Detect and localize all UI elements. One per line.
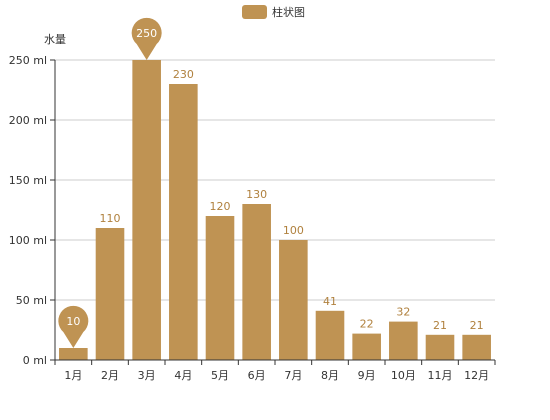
y-tick-label: 100 ml bbox=[9, 234, 47, 247]
x-tick-label: 6月 bbox=[248, 369, 266, 382]
pin-marker-label: 250 bbox=[136, 27, 157, 40]
data-label: 110 bbox=[100, 212, 121, 225]
y-tick-label: 0 ml bbox=[23, 354, 47, 367]
bar bbox=[315, 310, 345, 360]
data-label: 21 bbox=[470, 319, 484, 332]
x-tick-label: 10月 bbox=[391, 369, 416, 382]
pin-marker bbox=[131, 17, 162, 61]
data-label: 32 bbox=[396, 306, 410, 319]
legend-swatch bbox=[242, 5, 267, 19]
x-tick-label: 11月 bbox=[428, 369, 453, 382]
bar bbox=[389, 321, 418, 360]
x-tick-label: 3月 bbox=[138, 369, 156, 382]
y-tick-label: 250 ml bbox=[9, 54, 47, 67]
x-tick-label: 5月 bbox=[211, 369, 229, 382]
pin-marker bbox=[58, 305, 89, 348]
y-axis-title: 水量 bbox=[44, 33, 66, 46]
data-label: 22 bbox=[360, 318, 374, 331]
x-tick-label: 12月 bbox=[464, 369, 489, 382]
x-tick-label: 9月 bbox=[358, 369, 376, 382]
data-label: 230 bbox=[173, 68, 194, 81]
x-tick-label: 8月 bbox=[321, 369, 339, 382]
data-label: 41 bbox=[323, 295, 337, 308]
bar bbox=[59, 348, 88, 360]
bar bbox=[352, 333, 381, 360]
bar bbox=[169, 84, 198, 360]
data-label: 21 bbox=[433, 319, 447, 332]
legend-label: 柱状图 bbox=[272, 5, 305, 19]
bar bbox=[242, 204, 271, 360]
pin-marker-label: 10 bbox=[66, 315, 80, 328]
data-label: 130 bbox=[246, 188, 267, 201]
data-label: 100 bbox=[283, 224, 304, 237]
bar bbox=[425, 334, 455, 360]
y-tick-label: 200 ml bbox=[9, 114, 47, 127]
x-tick-label: 2月 bbox=[101, 369, 119, 382]
bar bbox=[205, 216, 235, 360]
y-tick-label: 150 ml bbox=[9, 174, 47, 187]
bar bbox=[95, 228, 125, 360]
x-tick-label: 7月 bbox=[284, 369, 302, 382]
bar bbox=[132, 60, 161, 360]
bar bbox=[462, 334, 491, 360]
x-tick-label: 1月 bbox=[64, 369, 82, 382]
y-tick-label: 50 ml bbox=[16, 294, 47, 307]
bar bbox=[279, 240, 308, 360]
data-label: 120 bbox=[210, 200, 231, 213]
x-tick-label: 4月 bbox=[174, 369, 192, 382]
